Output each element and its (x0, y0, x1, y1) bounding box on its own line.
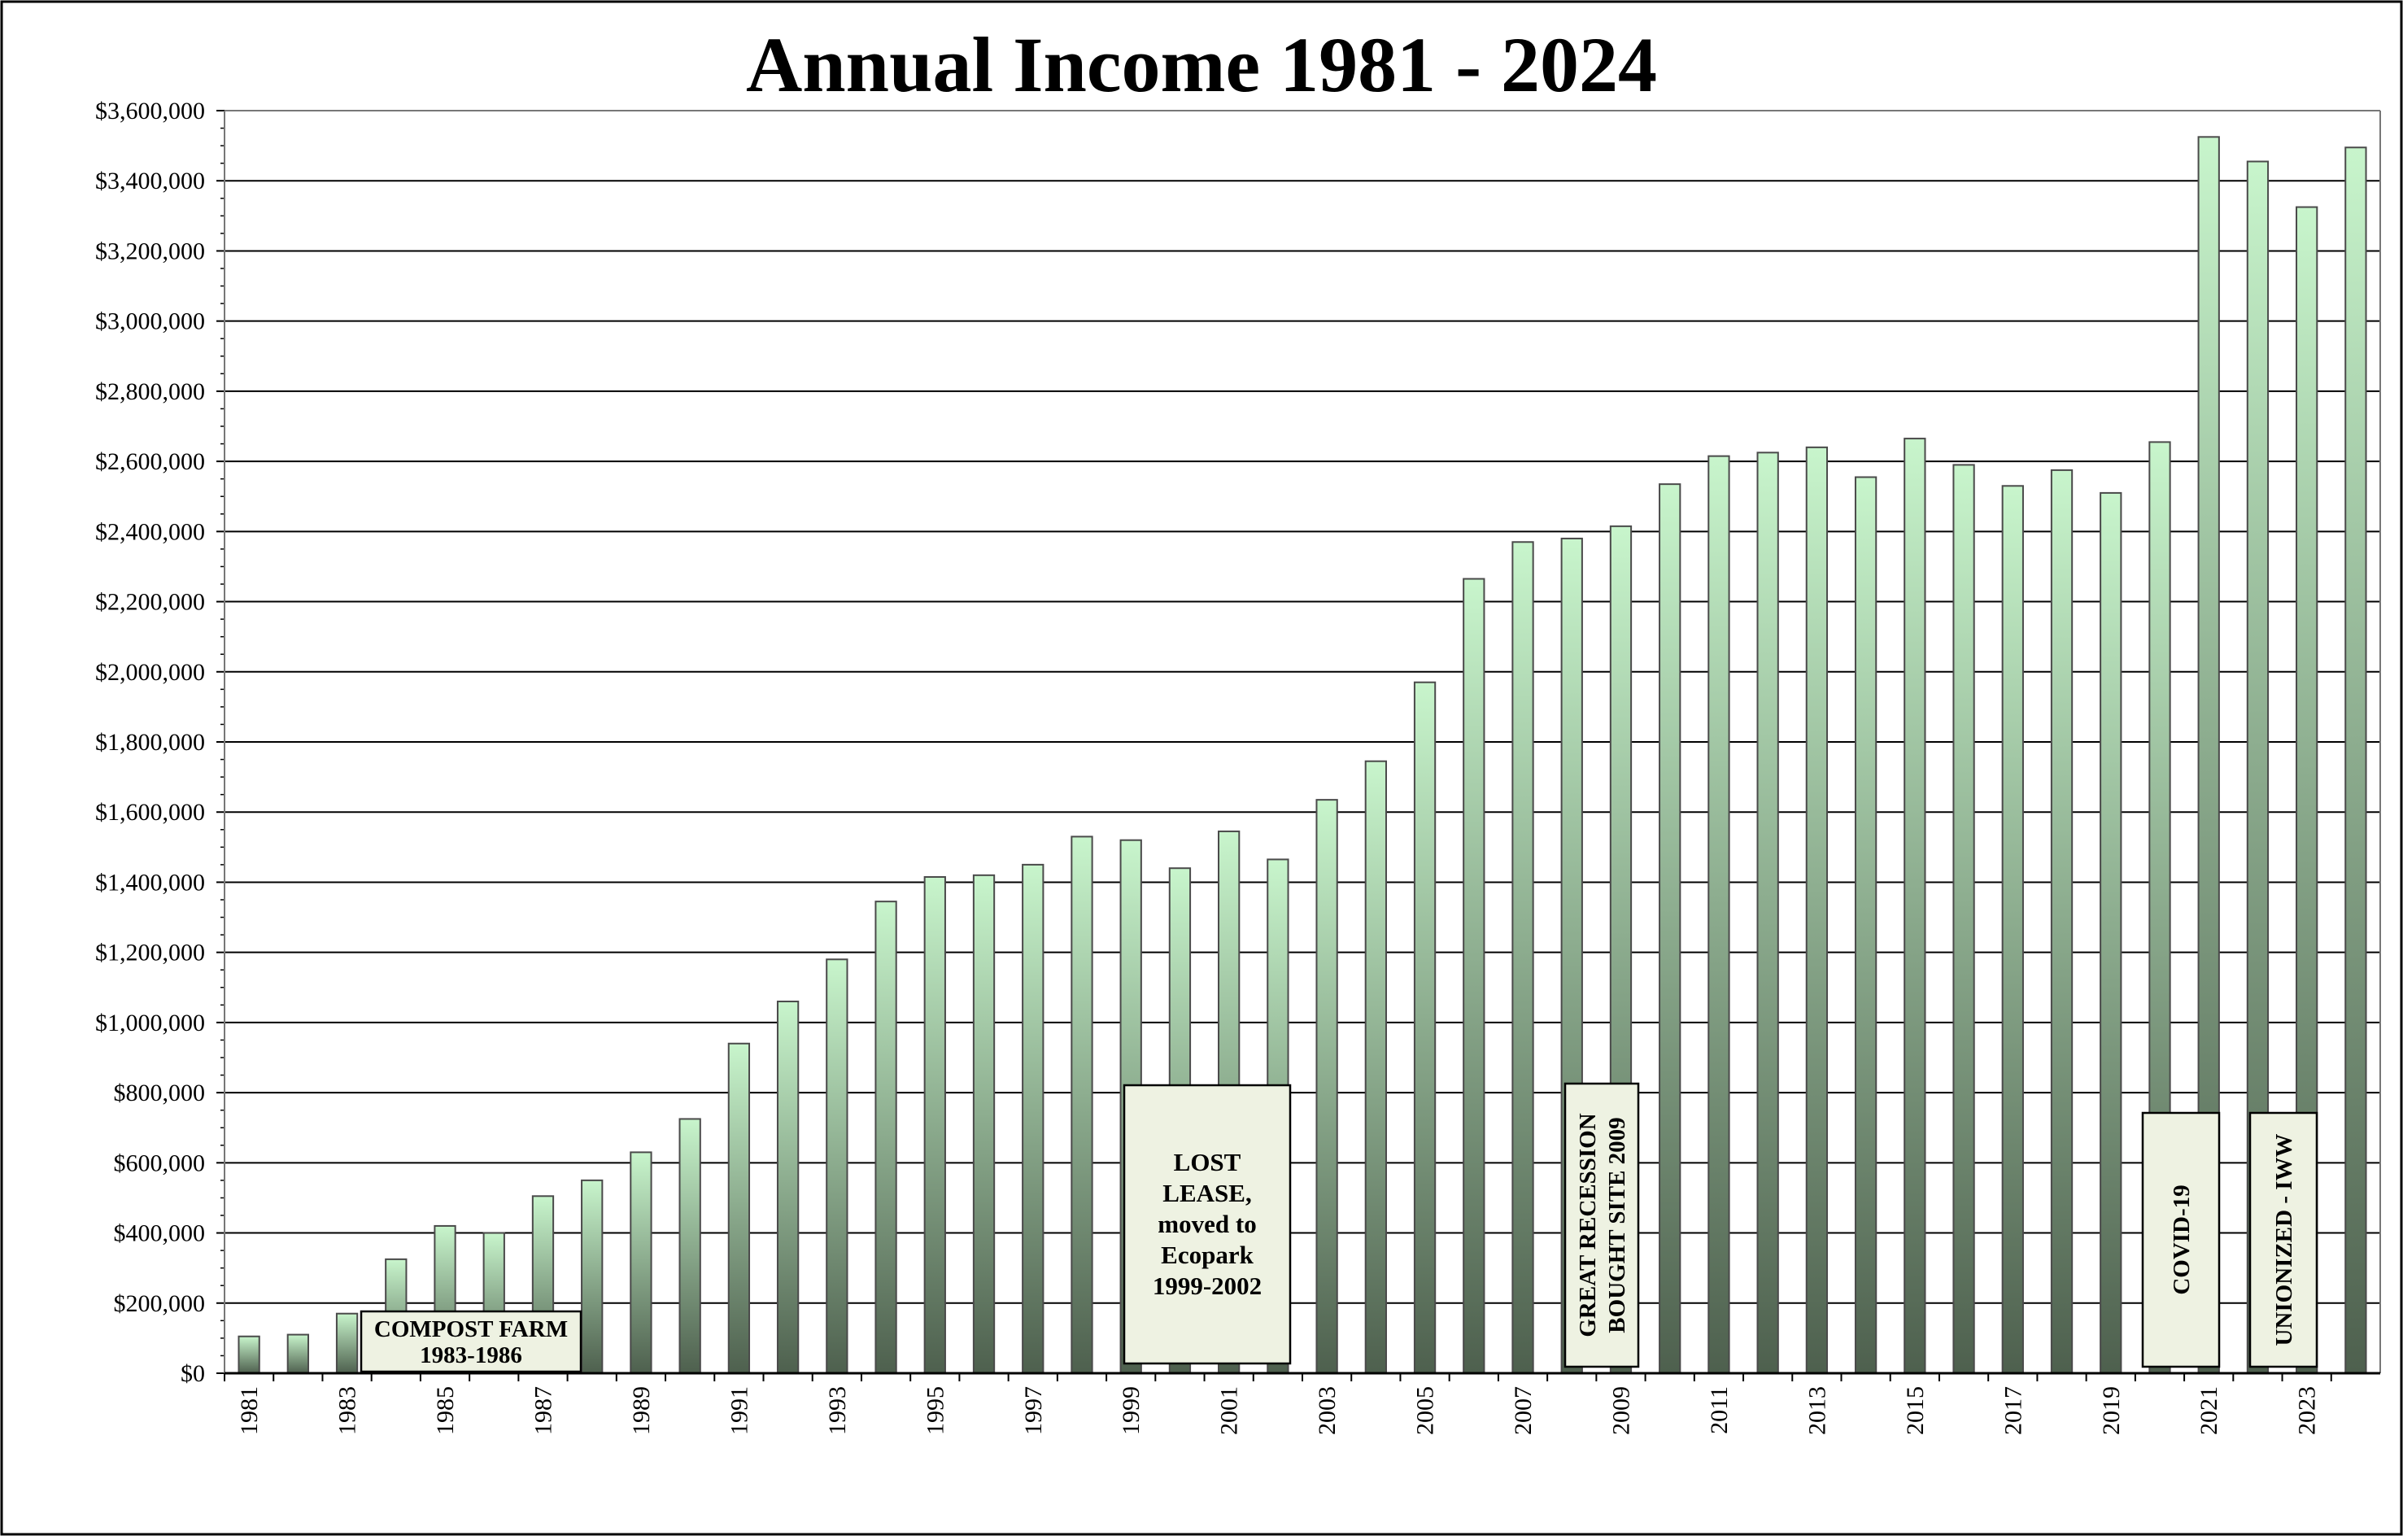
bar-1994 (874, 901, 897, 1374)
x-tick-label: 2021 (2196, 1386, 2222, 1435)
annotation-box (1563, 1082, 1640, 1368)
x-tick-label: 1989 (628, 1386, 655, 1435)
bar-1992 (776, 1001, 800, 1374)
x-tick-label: 2007 (1510, 1386, 1537, 1435)
x-tick-label: 1981 (236, 1386, 263, 1435)
x-tick-label: 1991 (726, 1386, 752, 1435)
y-axis-ticks: $0 $200,000 $400,000 $600,000 $800,000 $1,000… (95, 98, 205, 1387)
bar-2006 (1463, 578, 1485, 1374)
bar-1993 (826, 958, 848, 1375)
bar-2016 (1952, 464, 1975, 1374)
y-tick-label: $800,000 (114, 1080, 206, 1106)
y-tick-label: $3,000,000 (95, 308, 205, 335)
bar-2003 (1315, 799, 1338, 1374)
annotation-covid: COVID-19 (2141, 1111, 2221, 1368)
bar-1989 (630, 1151, 652, 1375)
annotation-text: COMPOST FARM (374, 1316, 568, 1342)
y-tick-label: $2,200,000 (95, 589, 205, 616)
y-tick-label: $2,000,000 (95, 659, 205, 686)
annotation-box (2248, 1111, 2318, 1368)
bar-1995 (923, 875, 946, 1374)
y-tick-label: $1,800,000 (95, 729, 205, 756)
x-tick-label: 2005 (1412, 1386, 1439, 1435)
annotation-lost-lease: LOST LEASE, moved to Ecopark 1999-2002 (1123, 1084, 1292, 1365)
bar-1991 (727, 1042, 751, 1375)
chart-title: Annual Income 1981 - 2024 (746, 21, 1657, 108)
x-tick-label: 1983 (334, 1386, 361, 1435)
bar-2014 (1854, 476, 1877, 1374)
y-tick-label: $1,400,000 (95, 869, 205, 896)
bar-2012 (1756, 452, 1779, 1374)
y-tick-label: $3,200,000 (95, 238, 205, 264)
annotation-text: 1999-2002 (1153, 1272, 1262, 1300)
annotation-text: COVID-19 (2169, 1184, 2195, 1294)
bar-2004 (1364, 760, 1387, 1374)
bar-2007 (1511, 541, 1534, 1374)
y-tick-label: $600,000 (114, 1150, 206, 1176)
x-tick-label: 1985 (432, 1386, 459, 1435)
bar-2015 (1904, 438, 1926, 1374)
annotation-unionized: UNIONIZED - IWW (2248, 1111, 2318, 1368)
bar-2010 (1659, 483, 1681, 1375)
bar-2005 (1413, 681, 1437, 1374)
y-tick-label: $200,000 (114, 1290, 206, 1317)
x-tick-label: 2011 (1706, 1386, 1733, 1434)
x-tick-label: 2019 (2098, 1386, 2125, 1435)
bar-2017 (2001, 485, 2024, 1374)
x-tick-label: 2001 (1216, 1386, 1243, 1435)
bar-1981 (238, 1335, 260, 1374)
bar-2019 (2100, 491, 2122, 1374)
annotation-text: BOUGHT SITE 2009 (1604, 1117, 1630, 1333)
bar-1983 (335, 1312, 359, 1374)
y-tick-label: $3,600,000 (95, 98, 205, 124)
y-tick-label: $2,400,000 (95, 518, 205, 545)
annotation-text: LEASE, (1162, 1179, 1251, 1207)
y-tick-label: $400,000 (114, 1220, 206, 1247)
annotation-box (1123, 1084, 1292, 1365)
y-tick-label: $3,400,000 (95, 168, 205, 194)
annotation-text: Ecopark (1161, 1241, 1254, 1269)
annotation-text: GREAT RECESSION (1575, 1113, 1601, 1337)
axes (216, 110, 2381, 1381)
y-tick-label: $1,600,000 (95, 799, 205, 826)
x-tick-label: 2017 (2000, 1386, 2026, 1435)
y-tick-label: $2,600,000 (95, 448, 205, 475)
annotation-text: UNIONIZED - IWW (2271, 1133, 2297, 1346)
x-tick-label: 1995 (922, 1386, 949, 1435)
x-tick-label: 1987 (530, 1386, 556, 1435)
x-tick-label: 2009 (1607, 1386, 1634, 1435)
x-tick-label: 2013 (1803, 1386, 1830, 1435)
y-tick-label: $1,200,000 (95, 940, 205, 966)
annotation-text: 1983-1986 (420, 1342, 522, 1368)
x-tick-label: 2023 (2294, 1386, 2321, 1435)
bar-2024 (2344, 146, 2367, 1374)
annotation-text: LOST (1174, 1148, 1241, 1176)
x-axis-ticks: 1981 1983 1985 1987 1989 1991 1993 1995 1997 1999… (236, 1386, 2321, 1435)
annotation-text: moved to (1158, 1210, 1256, 1238)
x-tick-label: 2015 (1902, 1386, 1929, 1435)
annotation-great-recession: GREAT RECESSION BOUGHT SITE 2009 (1563, 1082, 1640, 1368)
bar-2013 (1805, 446, 1829, 1374)
bar-1988 (581, 1179, 604, 1375)
x-tick-label: 1993 (824, 1386, 851, 1435)
x-tick-label: 1999 (1118, 1386, 1145, 1435)
bar-2018 (2050, 469, 2074, 1374)
annotation-box (360, 1310, 582, 1373)
x-tick-label: 1997 (1020, 1386, 1047, 1435)
bar-1982 (286, 1333, 309, 1374)
y-tick-label: $1,000,000 (95, 1010, 205, 1036)
bar-1997 (1022, 863, 1044, 1374)
y-tick-label: $2,800,000 (95, 378, 205, 405)
bar-1998 (1071, 835, 1093, 1374)
bar-1996 (972, 874, 996, 1375)
bar-2011 (1707, 455, 1730, 1375)
annotation-box (2141, 1111, 2221, 1368)
bar-1990 (678, 1118, 701, 1374)
y-tick-label: $0 (181, 1360, 205, 1387)
x-tick-label: 2003 (1314, 1386, 1341, 1435)
